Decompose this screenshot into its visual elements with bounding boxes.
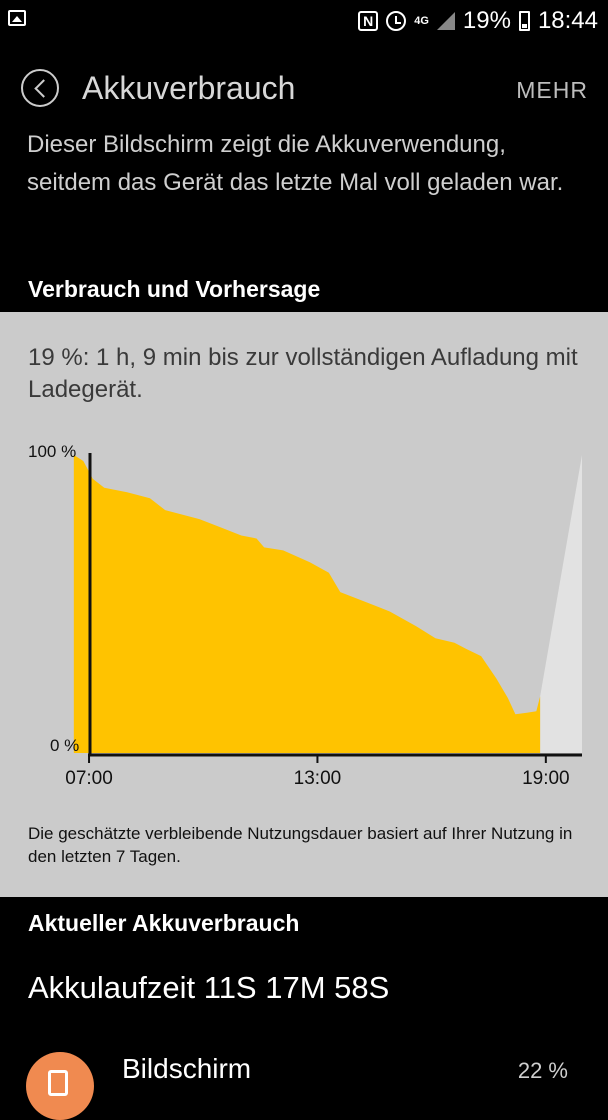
alarm-icon <box>386 11 407 31</box>
usage-area <box>73 455 541 753</box>
screen-icon <box>26 1052 94 1120</box>
status-icons: N 4G 19% 18:44 <box>358 6 598 36</box>
page-title: Akkuverbrauch <box>82 70 296 106</box>
network-type: 4G <box>414 14 429 27</box>
usage-item-percent: 22 % <box>517 1058 568 1083</box>
clock: 18:44 <box>537 7 598 34</box>
battery-runtime: Akkulaufzeit 11S 17M 58S <box>28 970 390 1005</box>
y-label-bottom: 0 % <box>50 736 79 755</box>
usage-forecast-heading: Verbrauch und Vorhersage <box>28 276 321 302</box>
app-bar: Akkuverbrauch MEHR <box>0 60 608 120</box>
forecast-area <box>540 455 582 753</box>
back-arrow-icon <box>34 79 53 98</box>
nfc-icon: N <box>358 11 379 31</box>
x-tick-label: 07:00 <box>65 768 113 789</box>
usage-item-label: Bildschirm <box>122 1053 252 1084</box>
battery-charging-icon <box>518 11 530 31</box>
y-label-top: 100 % <box>28 442 76 461</box>
battery-usage-chart: 100 % 0 % 07:00 13:00 19:00 <box>28 442 582 789</box>
battery-percent: 19% <box>462 7 511 34</box>
x-tick-label: 13:00 <box>294 768 342 789</box>
current-usage-heading: Aktueller Akkuverbrauch <box>28 910 300 936</box>
gallery-icon <box>8 10 26 26</box>
x-tick-label: 19:00 <box>522 768 570 789</box>
back-button[interactable] <box>21 69 59 107</box>
description-text: Dieser Bildschirm zeigt die Akkuverwendu… <box>27 131 564 196</box>
estimate-note: Die geschätzte verbleibende Nutzungsdaue… <box>28 824 573 866</box>
more-button[interactable]: MEHR <box>516 77 588 103</box>
status-bar: N 4G 19% 18:44 <box>0 0 608 42</box>
usage-forecast-panel: 19 %: 1 h, 9 min bis zur vollständigen A… <box>0 312 608 897</box>
charge-estimate-text: 19 %: 1 h, 9 min bis zur vollständigen A… <box>28 344 578 403</box>
signal-icon <box>436 12 455 30</box>
